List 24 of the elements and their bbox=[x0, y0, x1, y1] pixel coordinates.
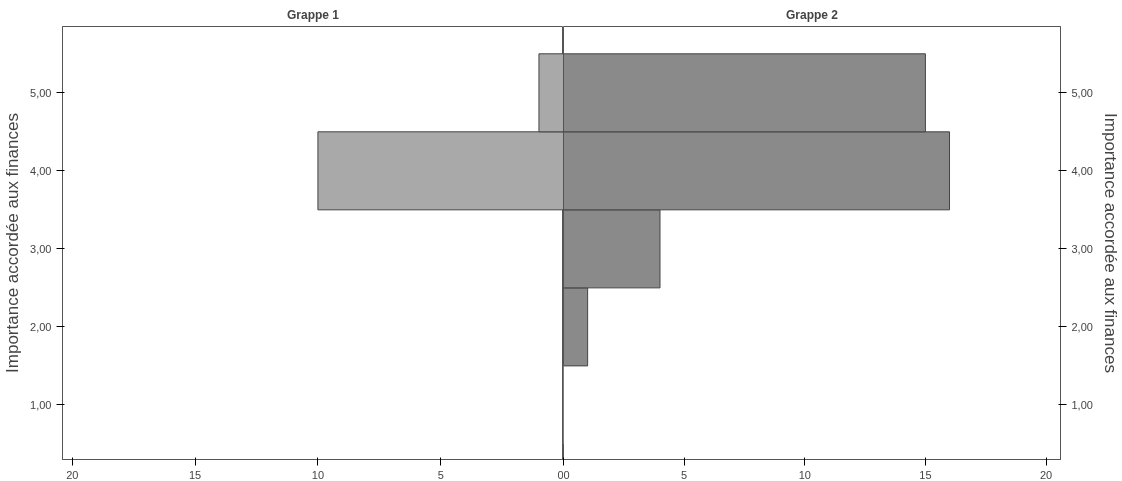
x-tick-label: 5 bbox=[437, 468, 444, 481]
y-axis-title: Importance accordée aux finances bbox=[1100, 113, 1120, 373]
x-tick-label: 20 bbox=[1039, 468, 1053, 481]
y-tick-label: 5,00 bbox=[30, 86, 52, 99]
x-tick-label: 10 bbox=[311, 468, 325, 481]
x-tick-label: 5 bbox=[681, 468, 688, 481]
y-tick-label: 2,00 bbox=[30, 320, 52, 333]
y-axis-title: Importance accordée aux finances bbox=[3, 113, 23, 373]
x-tick-label: 20 bbox=[66, 468, 79, 481]
y-tick-label: 1,00 bbox=[1071, 398, 1093, 411]
y-tick-label: 3,00 bbox=[30, 242, 52, 255]
y-tick-label: 4,00 bbox=[1071, 164, 1093, 177]
y-tick-label: 5,00 bbox=[1071, 86, 1093, 99]
y-tick-label: 1,00 bbox=[30, 398, 52, 411]
x-tick-label: 15 bbox=[189, 468, 202, 481]
y-tick-label: 4,00 bbox=[30, 164, 52, 177]
x-tick-label: 10 bbox=[798, 468, 811, 481]
y-tick-label: 2,00 bbox=[1071, 320, 1093, 333]
x-tick-label: 15 bbox=[919, 468, 932, 481]
x-tick-label: 0 bbox=[557, 468, 564, 481]
chart-title: Grappe 1 bbox=[286, 7, 340, 22]
x-tick-label: 0 bbox=[563, 468, 570, 481]
chart-title: Grappe 2 bbox=[785, 7, 839, 22]
y-tick-label: 3,00 bbox=[1071, 242, 1093, 255]
